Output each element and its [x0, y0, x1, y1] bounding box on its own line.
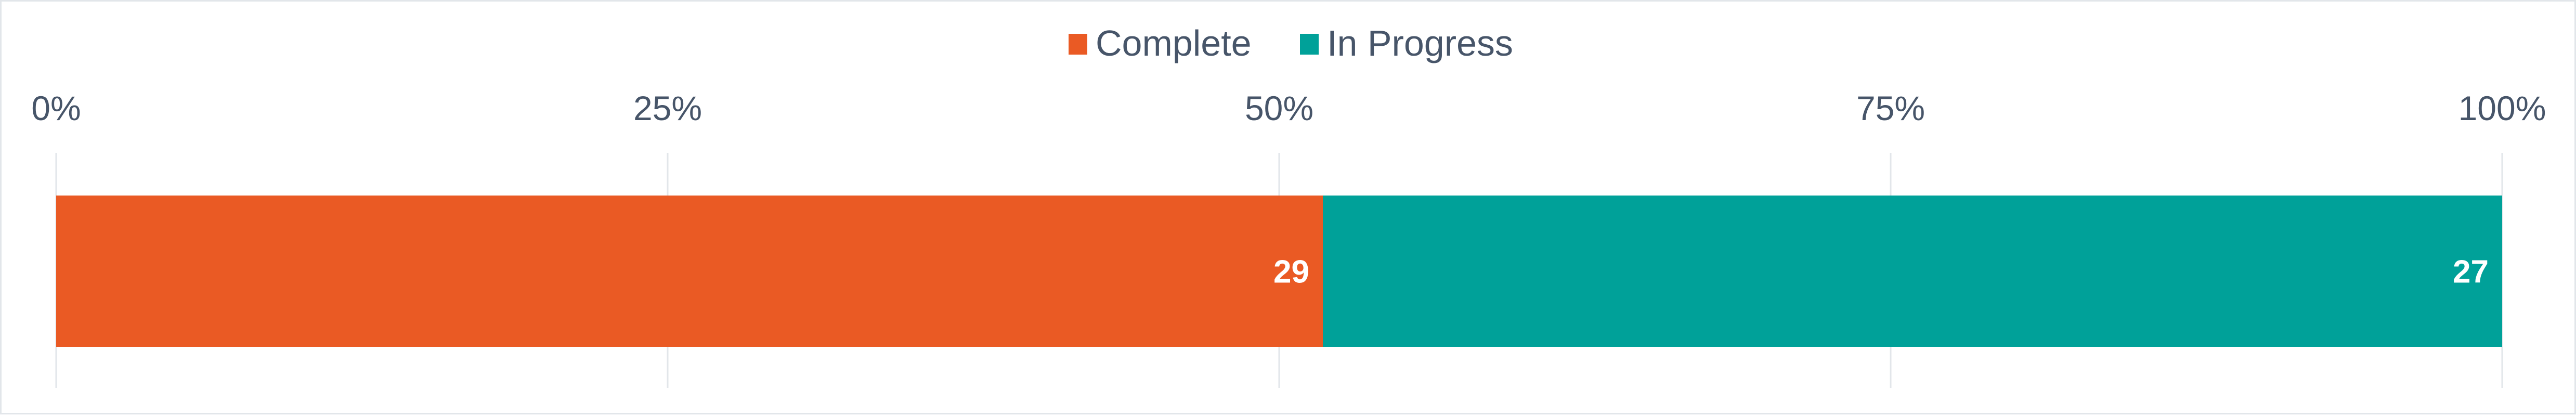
data-label: 27 — [2453, 254, 2489, 290]
legend-label: Complete — [1096, 23, 1252, 63]
bar-segment-in-progress — [1323, 196, 2502, 347]
x-tick-label: 100% — [2458, 89, 2546, 127]
legend-swatch — [1300, 34, 1319, 55]
data-label: 29 — [1273, 254, 1309, 290]
x-tick-label: 50% — [1245, 89, 1313, 127]
x-tick-label: 0% — [31, 89, 81, 127]
x-tick-label: 75% — [1856, 89, 1925, 127]
x-tick-label: 25% — [633, 89, 702, 127]
legend-label: In Progress — [1327, 23, 1513, 63]
bar-segment-complete — [56, 196, 1323, 347]
legend-swatch — [1069, 34, 1087, 55]
